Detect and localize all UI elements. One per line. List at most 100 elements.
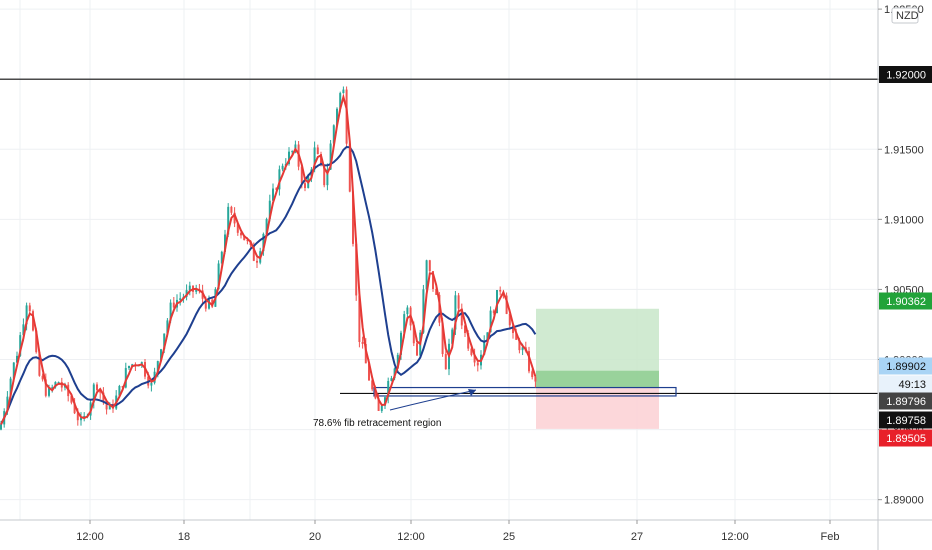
- candle-body: [323, 164, 326, 186]
- candle-body: [444, 354, 447, 370]
- price-tag-label: 1.89758: [886, 415, 926, 427]
- fib-region-box[interactable]: [373, 386, 677, 397]
- candle-body: [28, 305, 31, 312]
- candle-body: [492, 310, 495, 314]
- candle-body: [99, 390, 102, 393]
- candle-body: [150, 382, 153, 386]
- candle-body: [92, 384, 95, 403]
- price-tag-bg: [879, 392, 932, 410]
- candle: [44, 373, 47, 398]
- candle: [534, 375, 537, 388]
- candle-body: [16, 355, 18, 363]
- candle-body: [428, 260, 431, 272]
- candle-body: [368, 363, 370, 381]
- candle: [492, 309, 495, 315]
- candle-body: [358, 295, 361, 342]
- candle-body: [288, 151, 290, 164]
- candle-body: [489, 310, 492, 333]
- candle: [57, 381, 60, 384]
- price-axis-bg: [878, 0, 932, 550]
- candle-body: [48, 387, 50, 396]
- candle-body: [278, 169, 281, 190]
- long-position-tool[interactable]: [536, 308, 659, 429]
- x-tick-label: Feb: [821, 531, 840, 543]
- price-tag-bg: [879, 429, 932, 447]
- candle-body: [342, 89, 345, 94]
- candle: [406, 305, 409, 319]
- candle-body: [41, 375, 44, 380]
- candle: [528, 346, 530, 374]
- candle-body: [265, 219, 268, 234]
- candle-body: [422, 289, 425, 333]
- price-tag: 1.89758: [879, 411, 932, 429]
- fib-region[interactable]: 78.6% fib retracement region: [313, 386, 677, 429]
- candles: [0, 86, 537, 431]
- candle-body: [268, 200, 271, 220]
- candle: [316, 144, 319, 155]
- candle-body: [432, 271, 434, 290]
- price-tag: 49:13: [879, 375, 932, 393]
- candle-body: [80, 417, 82, 421]
- price-tags: 1.92000 1.90362 1.89902 49:13 1.89796 1.89758…: [879, 66, 932, 447]
- candle-body: [348, 143, 351, 192]
- candle-body: [460, 308, 463, 326]
- candle-body: [118, 386, 121, 396]
- candle-body: [300, 166, 303, 184]
- arrow-line: [389, 389, 477, 411]
- price-tag: 1.92000: [879, 66, 932, 83]
- candle: [80, 412, 82, 426]
- candle-body: [172, 302, 175, 308]
- candle-body: [400, 332, 402, 355]
- candle: [124, 362, 127, 389]
- candle: [188, 281, 191, 296]
- x-axis-ticks: 12:00 18 20 12:00 25 27 12:00 Feb: [76, 520, 839, 543]
- candle-body: [313, 147, 316, 170]
- candle-body: [508, 313, 511, 326]
- currency-badge[interactable]: [891, 7, 919, 24]
- x-tick-label: 20: [309, 531, 321, 543]
- candle-body: [390, 378, 393, 381]
- price-tag-bg: [879, 292, 932, 310]
- candle-body: [371, 380, 374, 390]
- x-tick-label: 18: [178, 531, 190, 543]
- candle-body: [496, 289, 498, 314]
- y-tick-label: 1.91500: [884, 144, 924, 156]
- candle: [118, 384, 121, 396]
- candle: [499, 286, 502, 296]
- candle-body: [316, 147, 319, 155]
- price-tag-label: 1.90362: [886, 296, 926, 308]
- candle-body: [521, 347, 524, 351]
- candle-body: [512, 325, 514, 334]
- candle-body: [275, 188, 278, 190]
- candle: [390, 375, 393, 382]
- candle-body: [9, 378, 12, 397]
- x-tick-label: 12:00: [76, 531, 104, 543]
- candle-body: [22, 324, 25, 336]
- candle-body: [230, 206, 233, 213]
- currency-label: NZD: [896, 10, 919, 22]
- candle-body: [204, 298, 207, 309]
- candle-body: [179, 298, 182, 300]
- candle-body: [19, 335, 22, 356]
- candle: [444, 349, 447, 370]
- candle-body: [476, 362, 479, 366]
- candle: [361, 336, 364, 349]
- candle-body: [531, 371, 534, 378]
- candle: [230, 205, 233, 216]
- candle-body: [457, 295, 460, 309]
- candle-body: [355, 243, 358, 296]
- candle-body: [156, 361, 159, 372]
- candle-body: [73, 402, 76, 414]
- candle: [99, 389, 102, 399]
- y-tick-label: 1.89000: [884, 495, 924, 507]
- loss-zone: [536, 388, 659, 429]
- candle-body: [105, 401, 108, 410]
- candle-body: [380, 405, 383, 411]
- candle-body: [169, 302, 172, 321]
- candle-body: [464, 325, 466, 334]
- price-tag-label: 1.89796: [886, 396, 926, 408]
- candle: [192, 285, 194, 298]
- candle: [41, 373, 44, 382]
- x-tick-label: 12:00: [721, 531, 749, 543]
